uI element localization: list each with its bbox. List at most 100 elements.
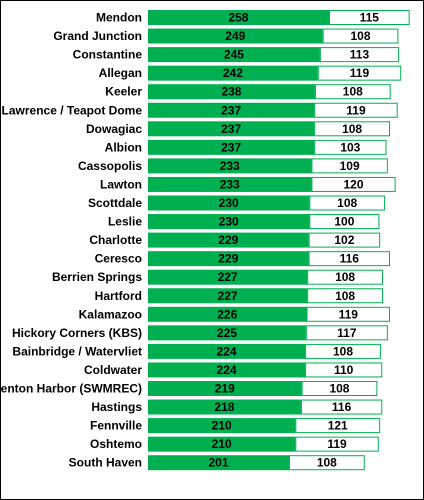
bar-row: Bainbridge / Watervliet 224 108 bbox=[12, 343, 381, 359]
data-label-secondary: 110 bbox=[334, 363, 354, 377]
data-label-primary: 219 bbox=[215, 382, 235, 396]
data-label-secondary: 119 bbox=[339, 307, 359, 321]
bar-segment-secondary bbox=[311, 176, 396, 192]
bar-segment-primary bbox=[148, 84, 315, 100]
bar-row: Coldwater 224 110 bbox=[84, 362, 383, 378]
bar-row: Ceresco 229 116 bbox=[95, 251, 390, 267]
bar-segment-primary bbox=[148, 251, 309, 267]
bar-segment-secondary bbox=[301, 381, 378, 396]
bar-row: Hastings 218 116 bbox=[91, 399, 383, 415]
bar-segment-primary bbox=[148, 158, 312, 174]
bar-segment-primary bbox=[148, 214, 310, 230]
category-label: Bainbridge / Watervliet bbox=[12, 344, 142, 358]
bar-segment-primary bbox=[148, 102, 315, 118]
bar-row: Scottdale 230 108 bbox=[88, 195, 386, 211]
data-label-primary: 237 bbox=[221, 122, 241, 136]
bar-row: Grand Junction 249 108 bbox=[53, 28, 399, 44]
bar-segment-primary bbox=[148, 269, 308, 285]
bar-segment-secondary bbox=[306, 306, 390, 322]
category-label: Grand Junction bbox=[53, 29, 142, 43]
bar-segment-secondary bbox=[328, 10, 410, 25]
data-label-secondary: 108 bbox=[351, 29, 371, 43]
bar-segment-secondary bbox=[305, 325, 388, 341]
data-label-primary: 210 bbox=[212, 437, 232, 451]
category-label: Lawton bbox=[100, 177, 142, 191]
category-label: Charlotte bbox=[89, 233, 142, 247]
bar-row: Cassopolis 233 109 bbox=[78, 158, 388, 174]
data-label-secondary: 113 bbox=[350, 48, 370, 62]
bar-row: Constantine 245 113 bbox=[73, 47, 400, 63]
data-label-primary: 229 bbox=[218, 233, 238, 247]
bar-row: Berrien Springs 227 108 bbox=[52, 269, 383, 285]
bar-segment-primary bbox=[148, 47, 320, 63]
data-label-secondary: 108 bbox=[333, 344, 353, 358]
data-label-secondary: 108 bbox=[342, 122, 362, 136]
bar-row: Lawton 233 120 bbox=[100, 176, 396, 192]
data-label-primary: 224 bbox=[217, 344, 237, 358]
category-label: Oshtemo bbox=[90, 437, 142, 451]
data-label-primary: 225 bbox=[217, 326, 237, 340]
category-label: South Haven bbox=[69, 456, 142, 470]
data-label-primary: 233 bbox=[220, 159, 240, 173]
data-label-secondary: 108 bbox=[335, 270, 355, 284]
data-label-primary: 245 bbox=[224, 48, 244, 62]
bar-segment-secondary bbox=[314, 102, 398, 118]
bar-row: Lawrence / Teapot Dome 237 119 bbox=[2, 102, 398, 118]
bar-row: Keeler 238 108 bbox=[105, 84, 391, 100]
bar-segment-primary bbox=[148, 436, 296, 452]
bar-row: Dowagiac 237 108 bbox=[86, 121, 390, 137]
bar-segment-secondary bbox=[307, 288, 383, 304]
bar-segment-secondary bbox=[314, 84, 391, 100]
bar-row: Charlotte 229 102 bbox=[89, 232, 381, 248]
bar-row: Hartford 227 108 bbox=[95, 288, 383, 304]
bar-segment-primary bbox=[148, 28, 323, 44]
bar-segment-primary bbox=[148, 121, 315, 137]
bar-segment-primary bbox=[148, 65, 318, 81]
data-label-primary: 201 bbox=[208, 456, 228, 470]
bar-segment-primary bbox=[148, 288, 308, 304]
bar-segment-primary bbox=[148, 195, 310, 211]
bar-row: South Haven 201 108 bbox=[69, 455, 365, 471]
data-label-secondary: 103 bbox=[340, 140, 360, 154]
category-label: Leslie bbox=[108, 215, 142, 229]
data-label-secondary: 100 bbox=[334, 215, 354, 229]
bar-segment-secondary bbox=[317, 65, 402, 81]
bar-segment-primary bbox=[148, 418, 296, 434]
category-label: Mendon bbox=[96, 11, 142, 25]
bar-segment-primary bbox=[148, 343, 306, 359]
category-label: Dowagiac bbox=[86, 122, 142, 136]
category-label: Ceresco bbox=[95, 252, 142, 266]
category-label: Lawrence / Teapot Dome bbox=[2, 103, 143, 117]
data-label-secondary: 108 bbox=[343, 85, 363, 99]
category-label: Keeler bbox=[105, 85, 142, 99]
bar-row: Kalamazoo 226 119 bbox=[79, 306, 390, 322]
category-label: Hickory Corners (KBS) bbox=[12, 326, 142, 340]
data-label-primary: 242 bbox=[223, 66, 243, 80]
data-label-secondary: 108 bbox=[337, 196, 357, 210]
bar-segment-secondary bbox=[309, 195, 386, 211]
data-label-primary: 258 bbox=[228, 11, 248, 25]
bar-segment-secondary bbox=[314, 139, 387, 155]
bar-segment-secondary bbox=[309, 214, 380, 230]
category-label: Berrien Springs bbox=[52, 270, 142, 284]
bar-segment-primary bbox=[148, 399, 301, 415]
data-label-secondary: 102 bbox=[334, 233, 354, 247]
data-label-secondary: 109 bbox=[340, 159, 360, 173]
data-label-secondary: 119 bbox=[327, 437, 347, 451]
bar-segment-primary bbox=[148, 10, 329, 25]
bar-segment-primary bbox=[148, 176, 312, 192]
data-label-primary: 237 bbox=[221, 103, 241, 117]
category-label: Hartford bbox=[95, 289, 142, 303]
data-label-primary: 226 bbox=[217, 307, 237, 321]
category-label: Kalamazoo bbox=[79, 307, 142, 321]
category-label: Constantine bbox=[73, 48, 143, 62]
bar-segment-secondary bbox=[305, 362, 383, 378]
data-label-secondary: 120 bbox=[343, 177, 363, 191]
bar-segment-secondary bbox=[319, 47, 400, 63]
data-label-primary: 229 bbox=[218, 252, 238, 266]
bar-segment-secondary bbox=[308, 251, 390, 267]
data-label-primary: 227 bbox=[218, 270, 238, 284]
category-label: Cassopolis bbox=[78, 159, 142, 173]
bar-row: Benton Harbor (SWMREC) 219 108 bbox=[0, 381, 378, 396]
